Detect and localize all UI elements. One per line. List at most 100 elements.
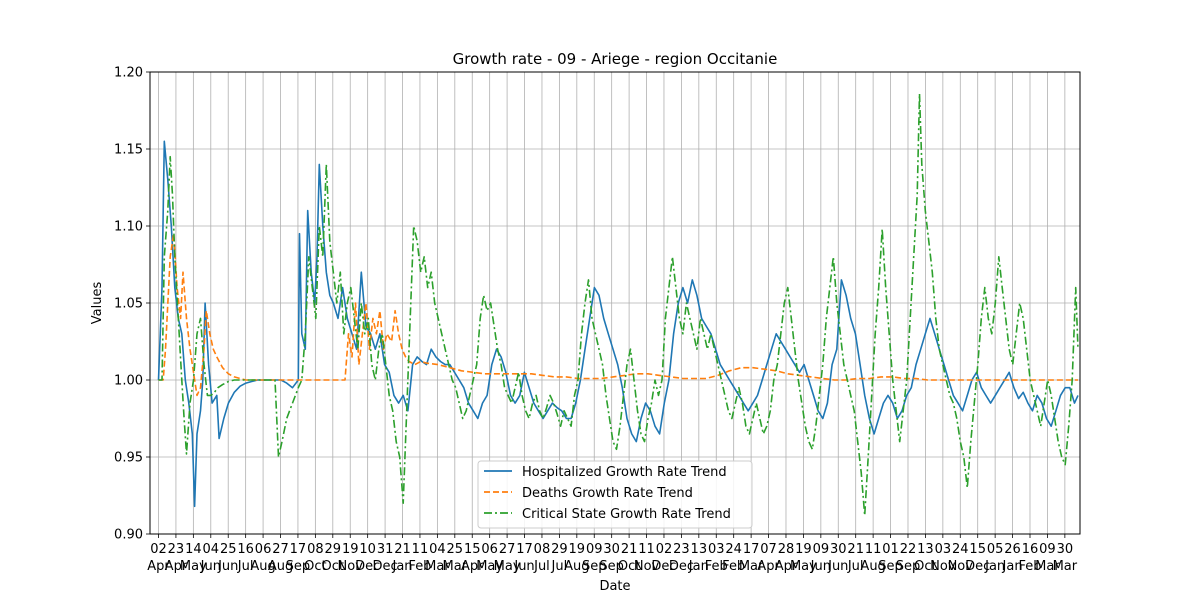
x-tick-label-month: Aug (250, 559, 275, 574)
x-tick-label-day: 08 (307, 542, 324, 557)
x-tick-label-month: Apr (757, 559, 780, 574)
y-tick-label: 1.15 (114, 143, 143, 158)
x-tick-label-day: 24 (725, 542, 742, 557)
x-tick-label-day: 25 (220, 542, 237, 557)
x-tick-label-day: 11 (865, 542, 882, 557)
x-tick-label-day: 30 (603, 542, 620, 557)
x-tick-label-month: Apr (165, 559, 188, 574)
y-axis-ticks: 0.90 0.95 1.00 1.05 1.10 1.15 1.20 (114, 66, 150, 543)
x-tick-label-month: Nov (930, 559, 956, 574)
x-tick-label-month: Jun (200, 559, 221, 574)
x-tick-label-day: 04 (203, 542, 220, 557)
x-tick-label-month: Dec (669, 559, 694, 574)
y-tick-label: 0.95 (114, 451, 143, 466)
legend-label-deaths: Deaths Growth Rate Trend (522, 486, 693, 501)
x-tick-label-month: Jul (847, 559, 864, 574)
x-tick-label-month: Sep (878, 559, 903, 574)
x-tick-label-month: Aug (564, 559, 589, 574)
x-tick-label-day: 09 (586, 542, 603, 557)
x-tick-label-month: Jan (984, 559, 1005, 574)
x-tick-label-month: Sep (582, 559, 607, 574)
x-tick-label-day: 08 (534, 542, 551, 557)
x-tick-label-day: 17 (516, 542, 533, 557)
x-tick-label-month: Feb (408, 559, 431, 574)
x-tick-label-month: Feb (722, 559, 745, 574)
x-axis-ticks: 02Apr23Apr14May04Jun25Jun16Jul06Aug27Aug… (147, 534, 1078, 574)
x-tick-label-month: Mar (425, 559, 450, 574)
x-tick-label-month: Jul (533, 559, 550, 574)
series-line-0 (157, 140, 1079, 508)
x-tick-label-day: 30 (830, 542, 847, 557)
x-tick-label-month: Mar (443, 559, 468, 574)
x-tick-label-month: Mar (1053, 559, 1078, 574)
x-tick-label-day: 13 (691, 542, 708, 557)
x-tick-label-month: Oct (304, 559, 326, 574)
x-tick-label-day: 06 (255, 542, 272, 557)
x-tick-label-day: 04 (429, 542, 446, 557)
x-tick-label-day: 05 (987, 542, 1004, 557)
x-tick-label-day: 19 (569, 542, 586, 557)
legend-label-critical: Critical State Growth Rate Trend (522, 507, 731, 522)
y-tick-label: 1.20 (114, 66, 143, 81)
y-tick-label: 1.00 (114, 374, 143, 389)
x-tick-label-month: Jun (513, 559, 534, 574)
x-tick-label-day: 31 (377, 542, 394, 557)
x-tick-label-day: 16 (1022, 542, 1039, 557)
x-tick-label-month: May (180, 559, 207, 574)
x-tick-label-day: 24 (952, 542, 969, 557)
x-tick-label-month: Apr (461, 559, 484, 574)
x-tick-label-month: Sep (286, 559, 311, 574)
x-tick-label-day: 13 (917, 542, 934, 557)
x-tick-label-day: 30 (1057, 542, 1074, 557)
x-axis-label: Date (599, 579, 630, 594)
series-lines (157, 92, 1079, 517)
x-tick-label-day: 29 (551, 542, 568, 557)
x-tick-label-day: 27 (272, 542, 289, 557)
x-tick-label-month: Sep (599, 559, 624, 574)
x-tick-label-month: Jan (391, 559, 412, 574)
x-tick-label-month: Apr (147, 559, 170, 574)
series-line-1 (158, 232, 1078, 397)
x-tick-label-day: 11 (412, 542, 429, 557)
x-tick-label-month: Oct (322, 559, 344, 574)
x-tick-label-day: 03 (935, 542, 952, 557)
x-tick-label-day: 03 (708, 542, 725, 557)
x-tick-label-day: 19 (342, 542, 359, 557)
x-tick-label-day: 09 (1039, 542, 1056, 557)
x-tick-label-day: 02 (656, 542, 673, 557)
x-tick-label-day: 17 (290, 542, 307, 557)
y-tick-label: 0.90 (114, 528, 143, 543)
x-tick-label-day: 23 (673, 542, 690, 557)
x-tick-label-month: May (494, 559, 521, 574)
x-tick-label-day: 23 (168, 542, 185, 557)
legend: Hospitalized Growth Rate Trend Deaths Gr… (477, 460, 753, 529)
x-tick-label-day: 14 (185, 542, 202, 557)
x-tick-label-month: Dec (651, 559, 676, 574)
x-tick-label-day: 15 (969, 542, 986, 557)
grid-lines (150, 71, 1080, 535)
x-tick-label-month: Sep (896, 559, 921, 574)
x-tick-label-month: Feb (705, 559, 728, 574)
x-tick-label-month: Jul (551, 559, 568, 574)
x-tick-label-month: Dec (355, 559, 380, 574)
x-tick-label-day: 28 (778, 542, 795, 557)
x-tick-label-day: 27 (499, 542, 516, 557)
y-tick-label: 1.10 (114, 220, 143, 235)
x-tick-label-month: Aug (860, 559, 885, 574)
x-tick-label-day: 25 (447, 542, 464, 557)
x-tick-label-month: Jul (237, 559, 254, 574)
x-tick-label-month: Dec (373, 559, 398, 574)
y-axis-label: Values (90, 282, 105, 325)
x-tick-label-month: Nov (634, 559, 660, 574)
x-tick-label-month: Mar (739, 559, 764, 574)
x-tick-label-day: 09 (813, 542, 830, 557)
x-tick-label-month: Apr (775, 559, 798, 574)
y-tick-label: 1.05 (114, 297, 143, 312)
x-tick-label-day: 19 (795, 542, 812, 557)
x-tick-label-month: Aug (268, 559, 293, 574)
x-tick-label-month: Nov (948, 559, 974, 574)
x-tick-label-day: 17 (743, 542, 760, 557)
x-tick-label-month: Jun (810, 559, 831, 574)
legend-label-hospitalized: Hospitalized Growth Rate Trend (522, 465, 727, 480)
